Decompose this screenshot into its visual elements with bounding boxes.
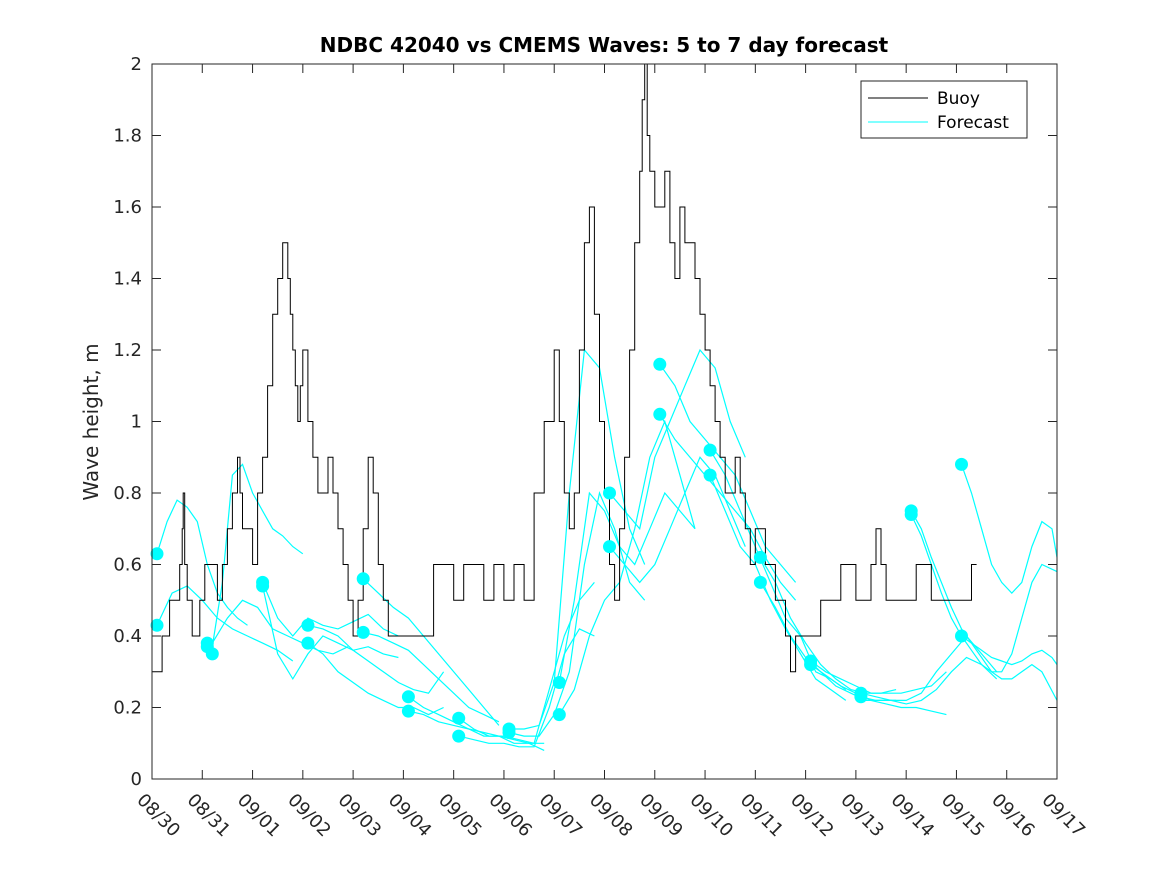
forecast-series-line bbox=[609, 348, 746, 531]
forecast-markers-group bbox=[150, 357, 968, 743]
forecast-start-marker bbox=[753, 575, 767, 589]
forecast-start-marker bbox=[452, 729, 466, 743]
forecast-start-marker bbox=[205, 647, 219, 661]
forecast-series-line bbox=[609, 456, 746, 584]
forecast-start-marker bbox=[955, 457, 968, 471]
legend-forecast-label: Forecast bbox=[937, 113, 1009, 133]
forecast-start-marker bbox=[703, 468, 717, 482]
forecast-series-line bbox=[211, 599, 349, 655]
forecast-start-marker bbox=[256, 579, 270, 593]
forecast-start-marker bbox=[653, 357, 667, 371]
forecast-start-marker bbox=[552, 676, 566, 689]
y-tick-label: 0.4 bbox=[113, 626, 142, 647]
forecast-start-marker bbox=[703, 443, 717, 457]
forecast-series-line bbox=[910, 514, 1057, 701]
chart-title: NDBC 42040 vs CMEMS Waves: 5 to 7 day fo… bbox=[320, 33, 889, 57]
forecast-start-marker bbox=[653, 407, 667, 421]
forecast-start-marker bbox=[955, 629, 968, 643]
forecast-series-line bbox=[458, 628, 595, 748]
forecast-series-line bbox=[262, 582, 399, 637]
forecast-series-line bbox=[709, 474, 847, 701]
forecast-start-marker bbox=[854, 690, 868, 704]
y-tick-label: 0 bbox=[131, 769, 142, 790]
y-tick-label: 2 bbox=[131, 54, 142, 75]
forecast-series-line bbox=[307, 624, 445, 694]
y-tick-label: 0.6 bbox=[113, 555, 142, 576]
forecast-series-line bbox=[910, 510, 1057, 673]
forecast-start-marker bbox=[452, 711, 466, 725]
forecast-series-line bbox=[558, 419, 696, 715]
y-axis-label: Wave height, m bbox=[79, 343, 103, 500]
y-tick-label: 0.8 bbox=[113, 483, 142, 504]
buoy-line-group bbox=[152, 64, 977, 673]
forecast-start-marker bbox=[150, 618, 164, 632]
forecast-start-marker bbox=[301, 636, 315, 650]
y-tick-label: 0.2 bbox=[113, 698, 142, 719]
forecast-series-line bbox=[458, 582, 595, 745]
forecast-start-marker bbox=[753, 550, 767, 564]
legend-buoy-label: Buoy bbox=[937, 89, 980, 109]
forecast-start-marker bbox=[603, 486, 616, 500]
forecast-series-line bbox=[363, 631, 500, 723]
y-tick-label: 1 bbox=[131, 412, 142, 433]
forecast-start-marker bbox=[804, 658, 818, 672]
y-tick-label: 1.4 bbox=[113, 269, 142, 290]
forecast-start-marker bbox=[301, 618, 315, 632]
forecast-start-marker bbox=[502, 726, 516, 739]
forecast-start-marker bbox=[150, 547, 164, 561]
y-tick-label: 1.2 bbox=[113, 340, 142, 361]
y-tick-label: 1.8 bbox=[113, 126, 142, 147]
forecast-series-line bbox=[508, 491, 646, 737]
forecast-series-line bbox=[960, 464, 1057, 594]
buoy-series-line bbox=[152, 64, 977, 673]
forecast-series-line bbox=[659, 413, 797, 601]
forecast-start-marker bbox=[356, 625, 370, 639]
forecast-start-marker bbox=[603, 540, 616, 554]
forecast-series-line bbox=[262, 585, 399, 681]
forecast-start-marker bbox=[356, 572, 370, 586]
forecast-start-marker bbox=[401, 704, 415, 718]
y-axis: 0 0.2 0.4 0.6 0.8 1 1.2 1.4 1.6 1.8 2 bbox=[113, 54, 1057, 790]
forecast-start-marker bbox=[552, 708, 566, 722]
forecast-series-line bbox=[659, 363, 797, 583]
forecast-start-marker bbox=[904, 508, 918, 521]
forecast-series-line bbox=[810, 660, 947, 694]
forecast-series-line bbox=[408, 696, 545, 751]
forecast-series-line bbox=[961, 635, 1057, 666]
y-tick-label: 1.6 bbox=[113, 197, 142, 218]
forecast-series-line bbox=[307, 642, 444, 716]
legend-box bbox=[860, 80, 1028, 139]
forecast-start-marker bbox=[401, 690, 415, 704]
legend: Buoy Forecast bbox=[860, 80, 1028, 139]
forecast-series-line bbox=[810, 664, 947, 716]
forecast-series-line bbox=[509, 348, 646, 730]
forecast-series-line bbox=[860, 656, 998, 705]
